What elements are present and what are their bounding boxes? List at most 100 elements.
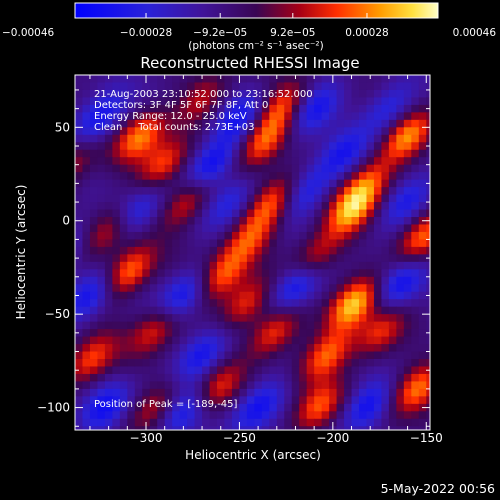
- heatmap-pixel: [359, 373, 368, 383]
- heatmap-pixel: [434, 97, 442, 105]
- heatmap-pixel: [164, 426, 173, 430]
- heatmap-pixel: [336, 254, 345, 263]
- heatmap-pixel: [336, 403, 345, 412]
- heatmap-pixel: [187, 426, 196, 430]
- heatmap-pixel: [299, 336, 308, 345]
- heatmap-pixel: [194, 366, 203, 375]
- heatmap-pixel: [149, 231, 158, 241]
- heatmap-pixel: [269, 254, 278, 263]
- heatmap-pixel: [127, 284, 136, 293]
- heatmap-pixel: [104, 344, 113, 353]
- heatmap-pixel: [194, 306, 203, 315]
- heatmap-pixel: [89, 187, 99, 196]
- heatmap-pixel: [104, 381, 113, 390]
- heatmap-pixel: [157, 246, 166, 255]
- heatmap-pixel: [284, 291, 293, 300]
- heatmap-pixel: [426, 97, 430, 106]
- heatmap-pixel: [381, 127, 390, 136]
- heatmap-pixel: [172, 142, 181, 151]
- heatmap-pixel: [374, 434, 382, 442]
- heatmap-pixel: [411, 359, 420, 368]
- heatmap-pixel: [329, 246, 338, 255]
- heatmap-pixel: [269, 224, 278, 233]
- heatmap-pixel: [187, 344, 196, 353]
- heatmap-pixel: [239, 179, 248, 188]
- heatmap-pixel: [75, 142, 84, 151]
- heatmap-pixel: [97, 75, 106, 84]
- heatmap-pixel: [381, 344, 390, 353]
- heatmap-pixel: [209, 231, 218, 241]
- heatmap-pixel: [373, 418, 383, 427]
- heatmap-pixel: [321, 239, 330, 248]
- heatmap-pixel: [381, 82, 390, 91]
- heatmap-pixel: [119, 329, 128, 338]
- heatmap-pixel: [127, 179, 136, 188]
- heatmap-pixel: [172, 329, 181, 338]
- heatmap-pixel: [426, 269, 430, 278]
- heatmap-pixel: [381, 373, 390, 383]
- heatmap-pixel: [239, 112, 248, 121]
- heatmap-pixel: [359, 261, 368, 270]
- heatmap-pixel: [254, 142, 263, 151]
- heatmap-pixel: [89, 172, 99, 181]
- heatmap-pixel: [321, 164, 330, 173]
- heatmap-pixel: [329, 396, 338, 405]
- heatmap-pixel: [134, 82, 143, 91]
- heatmap-pixel: [306, 112, 315, 121]
- heatmap-pixel: [329, 403, 338, 412]
- heatmap-pixel: [127, 381, 136, 390]
- heatmap-pixel: [89, 359, 99, 368]
- heatmap-pixel: [157, 97, 166, 106]
- heatmap-pixel: [388, 104, 397, 113]
- heatmap-pixel: [373, 82, 383, 91]
- heatmap-pixel: [351, 426, 360, 430]
- heatmap-pixel: [254, 187, 263, 196]
- heatmap-pixel: [246, 373, 255, 383]
- heatmap-pixel: [224, 179, 233, 188]
- heatmap-pixel: [239, 246, 248, 255]
- heatmap-pixel: [344, 396, 353, 405]
- heatmap-pixel: [187, 224, 196, 233]
- heatmap-pixel: [164, 127, 173, 136]
- heatmap-pixel: [269, 142, 278, 151]
- heatmap-pixel: [366, 119, 375, 128]
- heatmap-pixel: [269, 291, 278, 300]
- heatmap-pixel: [366, 194, 375, 203]
- heatmap-pixel: [254, 359, 263, 368]
- heatmap-pixel: [104, 366, 113, 375]
- heatmap-pixel: [269, 306, 278, 315]
- heatmap-pixel: [231, 149, 241, 158]
- annotation-energy-range: Energy Range: 12.0 - 25.0 keV: [94, 111, 247, 122]
- heatmap-pixel: [366, 127, 375, 136]
- annotation-clean-counts: Clean Total counts: 2.73E+03: [94, 122, 254, 133]
- heatmap-pixel: [396, 426, 405, 430]
- heatmap-pixel: [261, 187, 270, 196]
- heatmap-pixel: [388, 351, 397, 360]
- heatmap-pixel: [299, 403, 308, 412]
- heatmap-pixel: [351, 396, 360, 405]
- heatmap-pixel: [97, 411, 106, 420]
- heatmap-pixel: [89, 75, 99, 84]
- heatmap-pixel: [388, 142, 397, 151]
- heatmap-pixel: [403, 127, 412, 136]
- heatmap-pixel: [224, 157, 233, 166]
- heatmap-pixel: [411, 172, 420, 181]
- heatmap-pixel: [90, 434, 98, 442]
- heatmap-pixel: [149, 119, 158, 128]
- heatmap-pixel: [104, 291, 113, 300]
- heatmap-pixel: [231, 336, 241, 345]
- heatmap-pixel: [187, 104, 196, 113]
- heatmap-pixel: [329, 127, 338, 136]
- heatmap-pixel: [142, 142, 151, 151]
- heatmap-pixel: [142, 149, 151, 158]
- heatmap-pixel: [314, 119, 323, 128]
- heatmap-pixel: [434, 165, 442, 173]
- heatmap-pixel: [351, 89, 360, 99]
- heatmap-pixel: [127, 104, 136, 113]
- heatmap-pixel: [104, 388, 113, 397]
- heatmap-pixel: [119, 359, 128, 368]
- heatmap-pixel: [239, 172, 248, 181]
- heatmap-pixel: [284, 89, 293, 99]
- heatmap-pixel: [142, 269, 151, 278]
- heatmap-pixel: [172, 388, 181, 397]
